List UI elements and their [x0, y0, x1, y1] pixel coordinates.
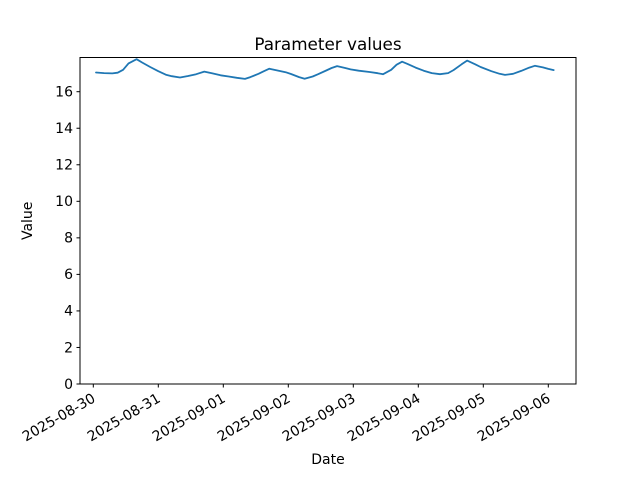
plot-frame	[79, 57, 577, 385]
x-tick-label: 2025-09-04	[345, 391, 424, 446]
parameter-values-line	[95, 58, 555, 80]
y-tick-label: 14	[55, 121, 73, 137]
y-tick-label: 8	[64, 231, 73, 247]
y-tick-label: 16	[55, 85, 73, 101]
x-tick-label: 2025-08-30	[20, 391, 98, 446]
x-tick-label: 2025-09-06	[475, 391, 554, 446]
y-axis-label: Value	[20, 202, 36, 240]
y-tick-label: 4	[64, 304, 73, 320]
y-tick-label: 6	[64, 267, 73, 283]
x-tick-label: 2025-09-02	[215, 391, 293, 446]
x-tick-label: 2025-09-03	[280, 391, 358, 446]
x-tick-label: 2025-08-31	[85, 391, 163, 446]
y-tick-label: 12	[55, 158, 73, 174]
chart-title: Parameter values	[254, 34, 401, 54]
x-tick-label: 2025-09-01	[150, 391, 228, 446]
y-tick-label: 10	[55, 194, 73, 210]
y-tick-label: 2	[64, 340, 73, 356]
x-tick-label: 2025-09-05	[410, 391, 488, 446]
x-axis-label: Date	[311, 452, 344, 468]
y-tick-label: 0	[64, 377, 73, 393]
axes-frame: 02468101214162025-08-302025-08-312025-09…	[20, 57, 577, 446]
data-series	[95, 58, 555, 80]
